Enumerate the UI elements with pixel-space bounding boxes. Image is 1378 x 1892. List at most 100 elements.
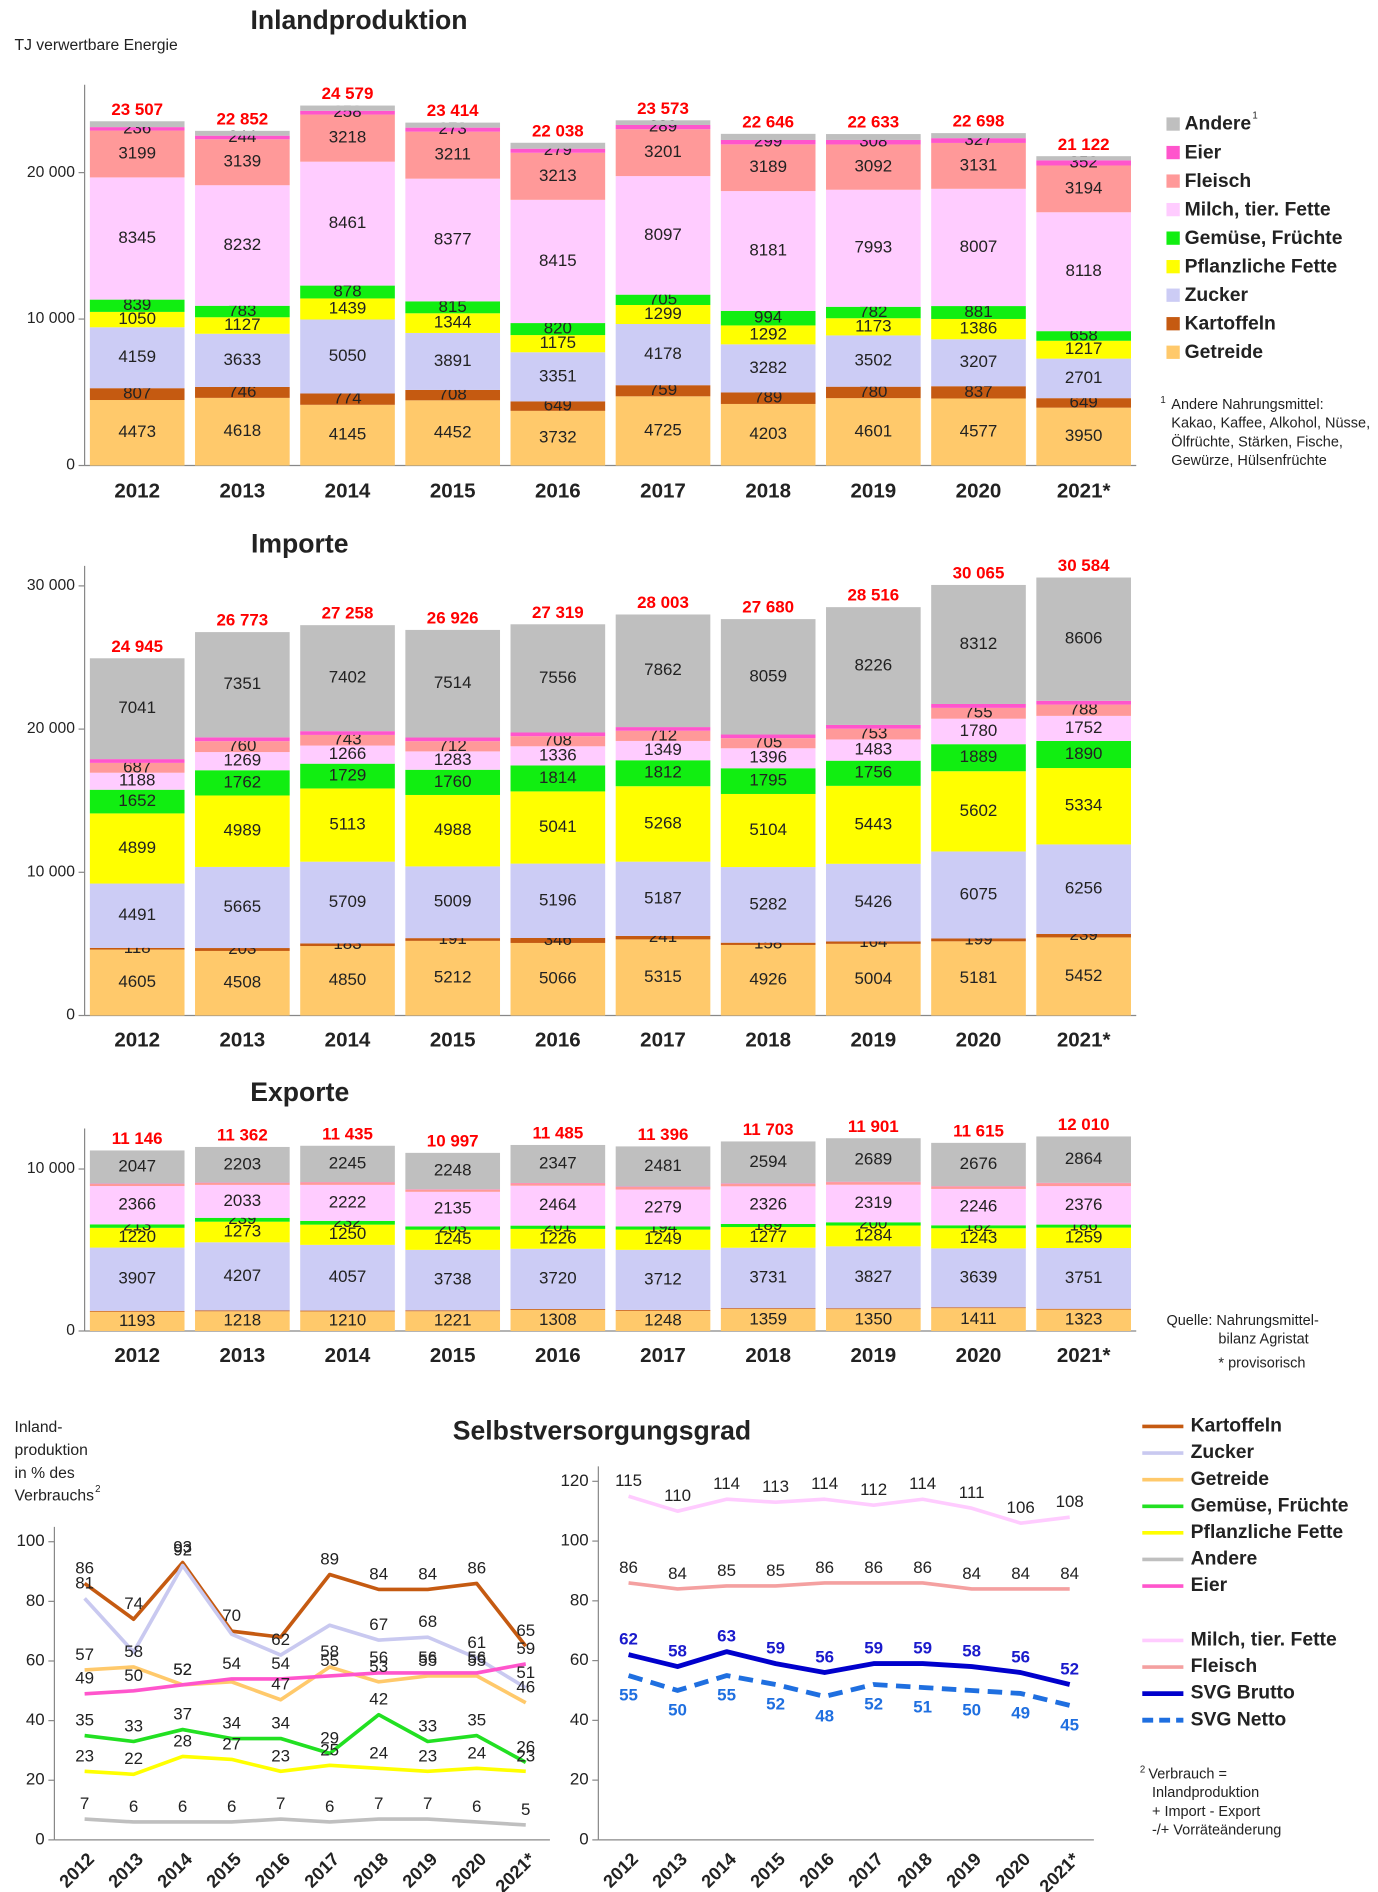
bar-segment — [510, 142, 606, 149]
data-label: 50 — [124, 1666, 143, 1685]
bar-segment — [931, 306, 1026, 319]
segment-label: 5426 — [855, 892, 893, 911]
x-tick-label: 2018 — [350, 1849, 393, 1892]
bar-segment — [931, 398, 1026, 466]
bar-segment — [195, 1221, 290, 1243]
bar-segment — [195, 1310, 290, 1312]
data-label: 84 — [1060, 1564, 1079, 1583]
total-label: 27 319 — [532, 603, 584, 622]
bar-segment — [510, 1225, 606, 1229]
bar-segment — [720, 1223, 816, 1228]
bar-segment — [195, 795, 290, 867]
x-tick-label: 2014 — [697, 1849, 740, 1892]
data-label: 27 — [222, 1734, 241, 1753]
bar-segment — [615, 396, 711, 466]
bar-segment — [89, 1311, 185, 1331]
data-label: 51 — [913, 1698, 932, 1717]
bar-segment — [510, 942, 606, 1016]
bar-segment — [826, 134, 921, 140]
segment-label: 5066 — [539, 969, 577, 988]
legend-label: Fleisch — [1191, 1655, 1258, 1677]
y-tick-label: 80 — [26, 1591, 45, 1610]
bar-segment — [300, 946, 395, 1016]
bar-segment — [195, 1311, 290, 1331]
data-label: 86 — [75, 1558, 94, 1577]
segment-label: 2481 — [644, 1156, 682, 1175]
segment-label: 8461 — [329, 213, 367, 232]
segment-label: 8118 — [1065, 261, 1101, 280]
bar-segment — [89, 949, 185, 1016]
series-line — [84, 1754, 526, 1777]
segment-label: 1762 — [224, 772, 262, 791]
segment-label: 258 — [333, 102, 361, 121]
segment-label: 2245 — [329, 1153, 367, 1172]
segment-label: 5602 — [960, 801, 998, 820]
total-label: 11 396 — [638, 1125, 689, 1144]
data-label: 115 — [615, 1471, 642, 1490]
bar-segment — [195, 1182, 290, 1185]
bar-segment — [1036, 331, 1131, 341]
data-label: 7 — [423, 1794, 432, 1813]
segment-label: 8312 — [960, 634, 998, 653]
segment-label: 1249 — [644, 1229, 682, 1248]
bar-segment — [1036, 1186, 1131, 1225]
bar-segment — [615, 124, 711, 130]
data-label: 52 — [864, 1695, 883, 1714]
data-label: 42 — [369, 1690, 388, 1709]
data-label: 54 — [222, 1654, 241, 1673]
bar-segment — [720, 738, 816, 749]
segment-label: 1218 — [224, 1311, 262, 1330]
y-tick-label: 80 — [570, 1590, 589, 1609]
segment-label: 4452 — [434, 422, 472, 441]
total-label: 11 901 — [848, 1117, 899, 1136]
bar-segment — [931, 318, 1026, 340]
legend-label: Zucker — [1191, 1441, 1255, 1463]
bar-segment — [720, 867, 816, 943]
total-label: 11 485 — [532, 1124, 583, 1143]
segment-label: 2864 — [1065, 1149, 1103, 1168]
segment-label: 1386 — [960, 319, 998, 338]
bar-segment — [1036, 1224, 1131, 1228]
bar-segment — [1036, 934, 1131, 938]
bar-segment — [195, 1217, 290, 1222]
segment-label: 5268 — [644, 813, 682, 832]
bar-segment — [1036, 358, 1131, 399]
data-label: 6 — [472, 1797, 481, 1816]
bar-segment — [720, 139, 816, 145]
bar-segment — [826, 318, 921, 336]
bar-segment — [89, 762, 185, 773]
segment-label: 1344 — [434, 313, 472, 332]
bar-segment — [195, 1146, 290, 1183]
segment-label: 4850 — [329, 970, 367, 989]
data-label: 74 — [124, 1594, 143, 1613]
bar-segment — [720, 1141, 816, 1184]
bar-segment — [826, 943, 921, 1016]
segment-label: 1411 — [960, 1309, 996, 1328]
segment-label: 8059 — [749, 666, 787, 685]
bar-segment — [720, 133, 816, 140]
bar-segment — [615, 1310, 711, 1331]
legend-label: Getreide — [1185, 341, 1264, 363]
bar-segment — [931, 133, 1026, 139]
bar-segment — [405, 131, 501, 179]
bar-segment — [89, 1224, 185, 1228]
data-label: 56 — [418, 1648, 437, 1667]
x-tick-label: 2019 — [850, 480, 896, 503]
bar-segment — [1036, 937, 1131, 1016]
bar-segment — [931, 1308, 1026, 1331]
y-tick-label: 10 000 — [27, 863, 75, 880]
x-tick-label: 2015 — [430, 1028, 476, 1051]
bar-segment — [931, 718, 1026, 745]
total-label: 30 065 — [953, 564, 1005, 583]
bar-segment — [826, 1246, 921, 1309]
segment-label: 1396 — [749, 748, 787, 767]
y-tick-label: 20 000 — [27, 720, 75, 737]
segment-label: 1193 — [119, 1311, 155, 1330]
bar-segment — [300, 105, 395, 111]
data-label: 86 — [815, 1558, 834, 1577]
x-tick-label: 2017 — [640, 1028, 686, 1051]
bar-segment — [405, 794, 501, 867]
bar-segment — [510, 1309, 606, 1331]
bar-segment — [720, 748, 816, 769]
bar-segment — [720, 734, 816, 739]
